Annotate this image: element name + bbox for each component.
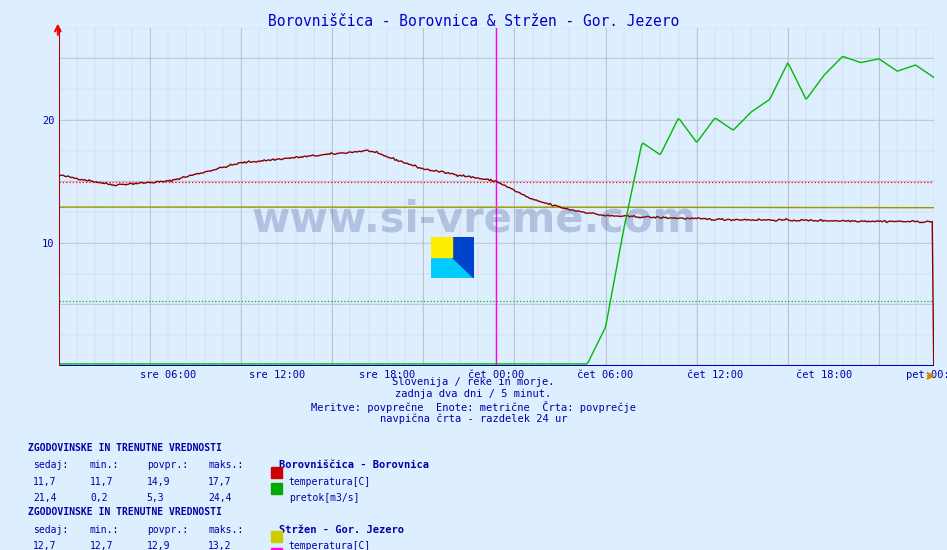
Text: Slovenija / reke in morje.: Slovenija / reke in morje. (392, 377, 555, 387)
Text: 13,2: 13,2 (208, 541, 232, 550)
Text: temperatura[C]: temperatura[C] (289, 477, 371, 487)
Text: maks.:: maks.: (208, 525, 243, 535)
Text: zadnja dva dni / 5 minut.: zadnja dva dni / 5 minut. (396, 389, 551, 399)
Text: www.si-vreme.com: www.si-vreme.com (251, 199, 696, 241)
Text: 21,4: 21,4 (33, 493, 57, 503)
Text: Borovniščica - Borovnica: Borovniščica - Borovnica (279, 460, 429, 470)
Text: Meritve: povprečne  Enote: metrične  Črta: povprečje: Meritve: povprečne Enote: metrične Črta:… (311, 401, 636, 413)
Text: min.:: min.: (90, 460, 119, 470)
Text: povpr.:: povpr.: (147, 460, 188, 470)
Text: 11,7: 11,7 (90, 477, 114, 487)
Text: 17,7: 17,7 (208, 477, 232, 487)
Text: 24,4: 24,4 (208, 493, 232, 503)
Text: min.:: min.: (90, 525, 119, 535)
Text: temperatura[C]: temperatura[C] (289, 541, 371, 550)
Text: 0,2: 0,2 (90, 493, 108, 503)
Text: ZGODOVINSKE IN TRENUTNE VREDNOSTI: ZGODOVINSKE IN TRENUTNE VREDNOSTI (28, 443, 223, 453)
Bar (431, 236, 453, 257)
Polygon shape (431, 236, 474, 278)
Text: 11,7: 11,7 (33, 477, 57, 487)
Text: 12,7: 12,7 (33, 541, 57, 550)
Text: sedaj:: sedaj: (33, 525, 68, 535)
Text: Stržen - Gor. Jezero: Stržen - Gor. Jezero (279, 525, 404, 535)
Text: pretok[m3/s]: pretok[m3/s] (289, 493, 359, 503)
Bar (431, 236, 453, 257)
Bar (431, 257, 453, 278)
Text: Borovniščica - Borovnica & Stržen - Gor. Jezero: Borovniščica - Borovnica & Stržen - Gor.… (268, 14, 679, 29)
Text: 5,3: 5,3 (147, 493, 165, 503)
Text: maks.:: maks.: (208, 460, 243, 470)
Text: povpr.:: povpr.: (147, 525, 188, 535)
Bar (453, 257, 474, 278)
Polygon shape (431, 236, 474, 278)
Text: 14,9: 14,9 (147, 477, 170, 487)
Text: 12,9: 12,9 (147, 541, 170, 550)
Text: navpična črta - razdelek 24 ur: navpična črta - razdelek 24 ur (380, 413, 567, 424)
Text: 12,7: 12,7 (90, 541, 114, 550)
Text: ZGODOVINSKE IN TRENUTNE VREDNOSTI: ZGODOVINSKE IN TRENUTNE VREDNOSTI (28, 507, 223, 517)
Text: sedaj:: sedaj: (33, 460, 68, 470)
Bar (453, 236, 474, 257)
